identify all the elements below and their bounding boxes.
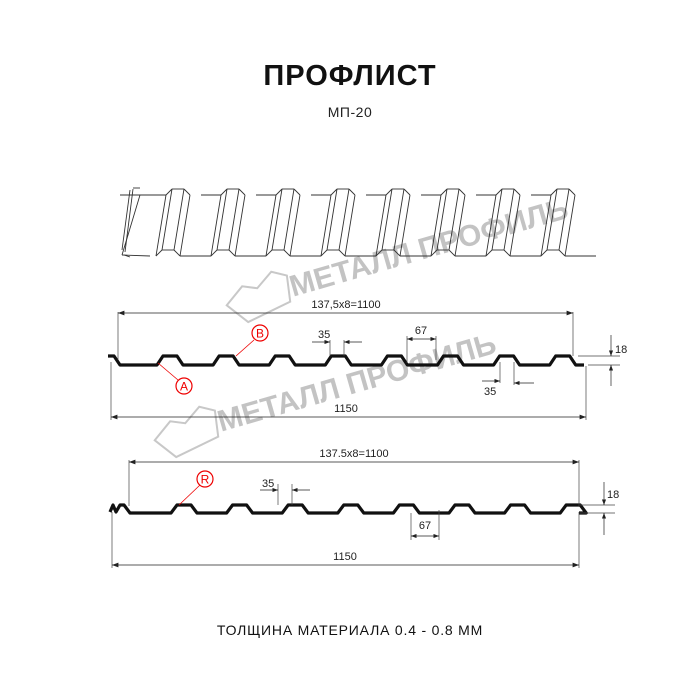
sheet-edge-line: [121, 194, 141, 256]
sheet-edge-line: [375, 249, 383, 257]
sheet-edge-line: [558, 188, 570, 251]
sheet-edge-line: [265, 249, 273, 257]
crest-width-label-bottom: 35: [484, 386, 496, 398]
sheet-edge-line: [320, 194, 332, 257]
sheet-edge-line: [540, 194, 552, 257]
page-subtitle: МП-20: [327, 104, 373, 120]
watermark-2: МЕТАЛЛ ПРОФИЛЬ: [153, 327, 500, 459]
sheet-edge-line: [155, 249, 163, 257]
sheet-edge-line: [436, 188, 448, 251]
sheet-edge-line: [550, 188, 558, 196]
height-label-2: 18: [607, 489, 619, 501]
sheet-edge-line: [348, 188, 356, 196]
sheet-edge-line: [293, 188, 301, 196]
sheet-edge-line: [385, 188, 393, 196]
sheet-3d-illustration: [120, 187, 596, 258]
sheet-edge-line: [121, 189, 131, 251]
total-width-label: 1150: [334, 403, 358, 415]
sheet-edge-line: [448, 249, 456, 257]
material-thickness-note: ТОЛЩИНА МАТЕРИАЛА 0.4 - 0.8 ММ: [216, 622, 484, 638]
sheet-edge-line: [165, 188, 173, 196]
sheet-edge-line: [344, 194, 356, 257]
sheet-edge-line: [121, 254, 151, 257]
page-title: ПРОФЛИСТ: [263, 60, 437, 92]
sheet-edge-line: [173, 249, 181, 257]
pitch-dimension-label-2: 137.5x8=1100: [319, 448, 388, 460]
sheet-edge-line: [564, 194, 576, 257]
sheet-edge-line: [440, 188, 448, 196]
sheet-edge-line: [338, 249, 346, 257]
sheet-edge-line: [183, 188, 191, 196]
sheet-edge-line: [228, 249, 236, 257]
sheet-edge-line: [326, 188, 338, 251]
sheet-edge-line: [283, 188, 295, 251]
sheet-edge-line: [430, 194, 442, 257]
sheet-edge-line: [338, 188, 350, 251]
sheet-edge-line: [271, 188, 283, 251]
sheet-edge-line: [238, 188, 246, 196]
sheet-edge-line: [448, 188, 460, 251]
sheet-edge-line: [503, 188, 515, 251]
sheet-edge-line: [179, 194, 191, 257]
sheet-edge-line: [330, 188, 338, 196]
profile-1-drawing: 137,5x8=1100 1150 35 67 35 18 B: [108, 299, 627, 420]
sheet-edge-line: [513, 188, 521, 196]
valley-width-label-2: 67: [419, 520, 431, 532]
sheet-edge-line: [485, 249, 493, 257]
sheet-edge-line: [381, 188, 393, 251]
sheet-edge-line: [173, 188, 185, 251]
sheet-edge-line: [265, 194, 277, 257]
sheet-edge-line: [283, 249, 291, 257]
marker-b-label: B: [256, 327, 264, 341]
sheet-edge-line: [485, 194, 497, 257]
sheet-edge-line: [275, 188, 283, 196]
height-label: 18: [615, 344, 627, 356]
sheet-edge-line: [430, 249, 438, 257]
crest-width-label: 35: [318, 329, 330, 341]
sheet-edge-line: [155, 194, 167, 257]
sheet-edge-line: [546, 188, 558, 251]
sheet-edge-line: [558, 249, 566, 257]
sheet-edge-line: [454, 194, 466, 257]
sheet-edge-line: [491, 188, 503, 251]
profile-2-shape: [108, 503, 588, 515]
marker-b: [251, 324, 269, 342]
crest-width-label-2: 35: [262, 478, 274, 490]
marker-r-label: R: [201, 473, 210, 487]
sheet-edge-line: [458, 188, 466, 196]
profile-1-shape: [108, 354, 584, 367]
sheet-edge-line: [320, 249, 328, 257]
sheet-edge-line: [375, 194, 387, 257]
sheet-edge-line: [399, 194, 411, 257]
sheet-edge-line: [228, 188, 240, 251]
sheet-edge-line: [495, 188, 503, 196]
marker-a-label: A: [180, 380, 188, 394]
sheet-edge-line: [161, 188, 173, 251]
total-width-label-2: 1150: [333, 551, 357, 563]
sheet-edge-line: [216, 188, 228, 251]
sheet-edge-line: [234, 194, 246, 257]
marker-r: [196, 470, 214, 488]
sheet-edge-line: [289, 194, 301, 257]
sheet-edge-line: [393, 188, 405, 251]
sheet-edge-line: [210, 194, 222, 257]
sheet-edge-line: [403, 188, 411, 196]
sheet-edge-line: [509, 194, 521, 257]
sheet-edge-line: [220, 188, 228, 196]
pitch-dimension-label: 137,5x8=1100: [311, 299, 380, 311]
marker-a: [175, 377, 193, 395]
sheet-edge-line: [503, 249, 511, 257]
profile-2-drawing: 137.5x8=1100 1150 35 67 18 R: [108, 448, 619, 568]
sheet-edge-line: [210, 249, 218, 257]
watermark-text: МЕТАЛЛ ПРОФИЛЬ: [214, 327, 500, 438]
sheet-edge-line: [393, 249, 401, 257]
valley-width-label: 67: [415, 325, 427, 337]
sheet-edge-line: [540, 249, 548, 257]
sheet-edge-line: [568, 188, 576, 196]
